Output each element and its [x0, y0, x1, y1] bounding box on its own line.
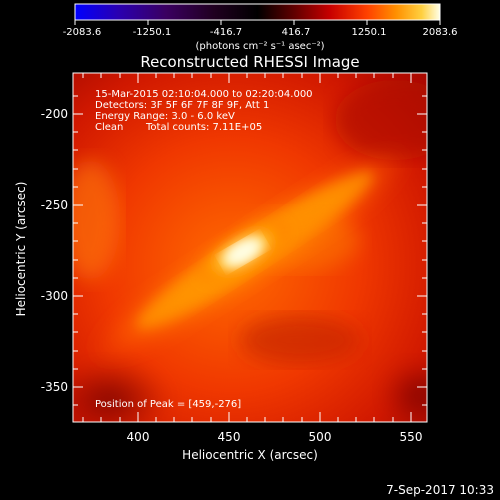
detectors-text: Detectors: 3F 5F 6F 7F 8F 9F, Att 1 — [95, 100, 269, 111]
x-tick-label: 550 — [400, 430, 423, 444]
colorbar-tick-label: 1250.1 — [352, 27, 387, 38]
x-axis-label: Heliocentric X (arcsec) — [182, 448, 318, 462]
y-axis-label: Heliocentric Y (arcsec) — [14, 182, 28, 317]
colorbar-tick-label: -2083.6 — [63, 27, 102, 38]
annotation-block: 15-Mar-2015 02:10:04.000 to 02:20:04.000… — [95, 89, 313, 133]
plot-frame — [72, 72, 428, 423]
x-tick-label: 400 — [127, 430, 150, 444]
colorbar-tick-label: -416.7 — [210, 27, 242, 38]
colorbar-tick-label: 416.7 — [282, 27, 311, 38]
peak-position-text: Position of Peak = [459,-276] — [95, 399, 241, 410]
colorbar: -2083.6 -1250.1 -416.7 416.7 1250.1 2083… — [63, 3, 458, 52]
time-range-text: 15-Mar-2015 02:10:04.000 to 02:20:04.000 — [95, 89, 313, 100]
y-tick-label: -250 — [41, 198, 68, 212]
colorbar-tick-label: -1250.1 — [133, 27, 172, 38]
colorbar-unit-label: (photons cm⁻² s⁻¹ asec⁻²) — [195, 41, 324, 52]
colorbar-tick-label: 2083.6 — [423, 27, 458, 38]
axis-tick-marks — [73, 73, 427, 422]
solar-flare-image — [73, 73, 427, 422]
x-tick-label: 450 — [218, 430, 241, 444]
x-tick-label: 500 — [309, 430, 332, 444]
y-tick-label: -350 — [41, 380, 68, 394]
y-tick-label: -200 — [41, 107, 68, 121]
method-text: Clean — [95, 122, 123, 133]
colorbar-frame — [74, 3, 441, 21]
energy-range-text: Energy Range: 3.0 - 6.0 keV — [95, 111, 235, 122]
colorbar-strip — [75, 4, 440, 20]
colorbar-tick-marks — [74, 20, 441, 25]
total-counts-text: Total counts: 7.11E+05 — [145, 122, 262, 133]
y-tick-label: -300 — [41, 289, 68, 303]
image-title: Reconstructed RHESSI Image — [140, 53, 359, 71]
footer-date: 7-Sep-2017 10:33 — [386, 483, 494, 497]
